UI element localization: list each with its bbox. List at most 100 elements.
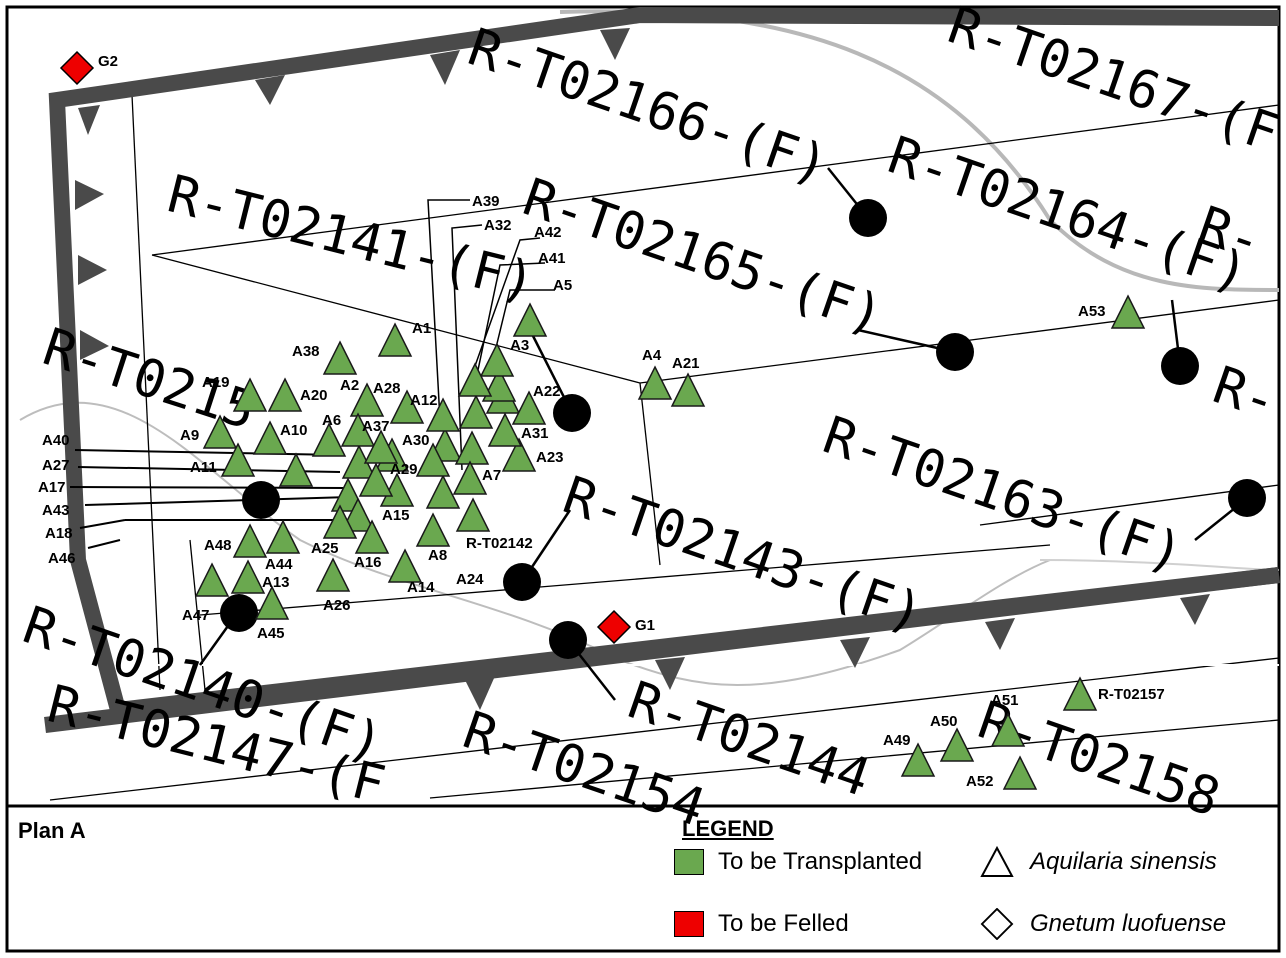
tree-marker (415, 512, 451, 547)
legend-gnetum: Gnetum luofuense (980, 908, 1226, 940)
tree-marker (232, 377, 268, 412)
tree-label: A3 (510, 337, 529, 354)
tree-marker (387, 548, 423, 583)
tree-marker (939, 727, 975, 762)
diamond-icon (980, 908, 1014, 940)
tree-marker (267, 377, 303, 412)
tree-marker (254, 585, 290, 620)
tree-label: A4 (642, 347, 662, 364)
tree-marker (425, 397, 461, 432)
tree-marker (481, 367, 517, 402)
callout-line (84, 496, 351, 506)
triangle-icon (980, 846, 1014, 877)
tree-label: A1 (412, 320, 431, 337)
tree-label: A12 (410, 392, 438, 409)
tree-marker (311, 422, 347, 457)
callout-line (451, 224, 483, 471)
callout-line (477, 262, 546, 371)
legend-aquilaria-label: Aquilaria sinensis (1030, 848, 1217, 875)
tree-label: A49 (883, 732, 911, 749)
tree-label: A16 (354, 554, 382, 571)
tree-marker (479, 342, 515, 377)
tree-label: A42 (534, 224, 562, 241)
tree-label: A40 (42, 432, 70, 449)
tree-label: A23 (536, 449, 564, 466)
tree-marker (340, 412, 376, 447)
tree-label: A44 (265, 556, 293, 573)
tree-label: A15 (382, 507, 410, 524)
tree-marker (455, 497, 491, 532)
tree-label: A7 (482, 467, 501, 484)
tree-marker (900, 742, 936, 777)
tree-label: A53 (1078, 303, 1106, 320)
ref-label: R-T02142 (466, 535, 533, 552)
tree-marker (458, 394, 494, 429)
tree-marker (454, 430, 490, 465)
tree-label: A28 (373, 380, 401, 397)
tree-marker (511, 390, 547, 425)
legend-felled: To be Felled (674, 910, 849, 938)
tree-label: A38 (292, 343, 320, 360)
tree-label: A10 (280, 422, 308, 439)
callout-line (79, 519, 126, 529)
tree-label: A50 (930, 713, 958, 730)
tree-marker (194, 562, 230, 597)
tree-marker (322, 504, 358, 539)
tree-label: A48 (204, 537, 232, 554)
tree-marker (354, 519, 390, 554)
tree-label: A43 (42, 502, 70, 519)
tree-label: A39 (472, 193, 500, 210)
callout-line (427, 199, 470, 421)
gnetum-markers: G1 G2 (59, 50, 655, 645)
gnetum-label: G2 (98, 53, 118, 70)
gnetum-label: G1 (635, 617, 655, 634)
tree-label: A19 (202, 374, 230, 391)
tree-marker (487, 412, 523, 447)
legend-aquilaria: Aquilaria sinensis (980, 846, 1217, 878)
tree-label: A41 (538, 250, 566, 267)
tree-label: A31 (521, 425, 549, 442)
tree-marker (990, 712, 1026, 747)
transplanted-swatch (674, 849, 704, 875)
tree-marker (670, 372, 706, 407)
callout-line (87, 539, 121, 549)
tree-marker (457, 362, 493, 397)
tree-marker (1062, 676, 1098, 711)
tree-label: A22 (533, 383, 561, 400)
tree-label: A26 (323, 597, 351, 614)
tree-label: A13 (262, 574, 290, 591)
tree-marker (232, 523, 268, 558)
callout-line (492, 289, 555, 361)
tree-label: A14 (407, 579, 435, 596)
tree-marker (358, 462, 394, 497)
tree-label: A52 (966, 773, 994, 790)
tree-marker (512, 302, 548, 337)
tree-label: A45 (257, 625, 285, 642)
tree-label: A51 (991, 692, 1019, 709)
gnetum-marker (59, 50, 95, 86)
tree-label: A11 (190, 459, 217, 476)
tree-label: A17 (38, 479, 66, 496)
tree-marker (377, 322, 413, 357)
legend-transplanted: To be Transplanted (674, 848, 922, 876)
tree-label: A21 (672, 355, 700, 372)
tree-marker (278, 452, 314, 487)
tree-marker (252, 420, 288, 455)
tree-marker (1002, 755, 1038, 790)
tree-label: A5 (553, 277, 572, 294)
ref-label: R-T02157 (1098, 686, 1165, 703)
legend-title: LEGEND (682, 816, 774, 841)
tree-label: A2 (340, 377, 359, 394)
legend-gnetum-label: Gnetum luofuense (1030, 910, 1227, 937)
tree-marker (363, 429, 399, 464)
tree-marker (340, 497, 376, 532)
tree-label: A32 (484, 217, 512, 234)
tree-marker (501, 437, 537, 472)
tree-marker (349, 382, 385, 417)
gnetum-marker (596, 609, 632, 645)
tree-marker (637, 365, 673, 400)
tree-label: A24 (456, 571, 484, 588)
plan-label: Plan A (18, 818, 86, 843)
legend-transplanted-label: To be Transplanted (718, 848, 923, 875)
